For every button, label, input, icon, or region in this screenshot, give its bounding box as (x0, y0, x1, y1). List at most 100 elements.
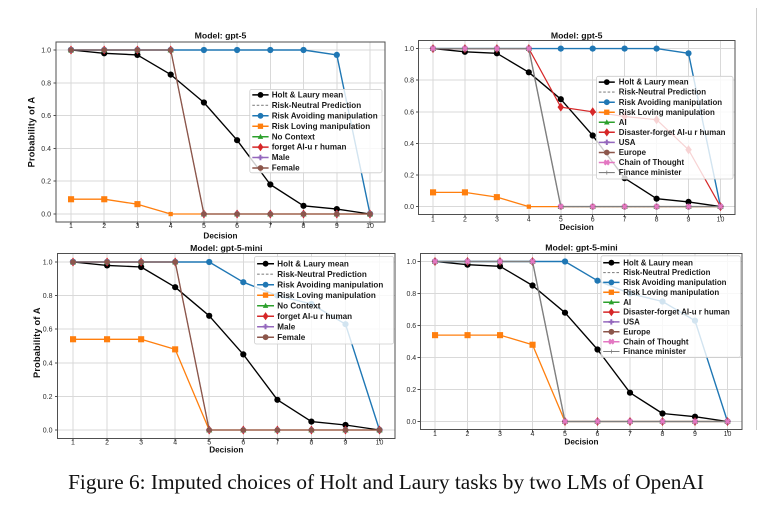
svg-text:Probability of A: Probability of A (32, 307, 42, 378)
svg-text:Disaster-forget AI-u r human: Disaster-forget AI-u r human (623, 308, 730, 317)
svg-text:7: 7 (628, 431, 632, 438)
svg-text:4: 4 (173, 440, 177, 447)
svg-text:2: 2 (463, 216, 467, 223)
svg-text:10: 10 (717, 216, 725, 223)
svg-text:Chain of Thought: Chain of Thought (623, 337, 689, 346)
svg-text:1: 1 (433, 431, 437, 438)
svg-text:Holt & Laury mean: Holt & Laury mean (272, 91, 344, 100)
svg-text:Finance minister: Finance minister (619, 168, 682, 177)
svg-text:Finance minister: Finance minister (623, 347, 686, 356)
svg-text:5: 5 (207, 440, 211, 447)
svg-text:6: 6 (591, 216, 595, 223)
svg-text:1: 1 (431, 216, 435, 223)
svg-text:5: 5 (563, 431, 567, 438)
svg-text:Chain of Thought: Chain of Thought (619, 158, 685, 167)
svg-text:1: 1 (69, 223, 73, 230)
svg-text:Male: Male (277, 322, 295, 331)
svg-text:0.2: 0.2 (43, 394, 53, 401)
svg-text:3: 3 (498, 431, 502, 438)
svg-text:8: 8 (655, 216, 659, 223)
svg-text:0.6: 0.6 (406, 323, 416, 330)
svg-text:Decision: Decision (560, 223, 594, 232)
svg-text:6: 6 (596, 431, 600, 438)
svg-text:Risk Avoiding manipulation: Risk Avoiding manipulation (272, 111, 378, 120)
svg-text:5: 5 (202, 223, 206, 230)
svg-text:Decision: Decision (209, 446, 243, 455)
svg-text:0.6: 0.6 (41, 113, 51, 120)
svg-text:Risk Loving manipulation: Risk Loving manipulation (623, 288, 719, 297)
svg-text:8: 8 (661, 431, 665, 438)
svg-text:Disaster-forget AI-u r human: Disaster-forget AI-u r human (619, 128, 726, 137)
svg-text:Figure 6: Imputed choices of H: Figure 6: Imputed choices of Holt and La… (68, 470, 704, 494)
svg-text:10: 10 (376, 440, 384, 447)
svg-text:9: 9 (344, 440, 348, 447)
svg-text:10: 10 (366, 223, 374, 230)
svg-text:1.0: 1.0 (43, 260, 53, 267)
svg-text:USA: USA (619, 138, 636, 147)
svg-text:1.0: 1.0 (404, 46, 414, 53)
svg-text:Probability of A: Probability of A (26, 96, 36, 167)
svg-text:2: 2 (466, 431, 470, 438)
svg-text:6: 6 (241, 440, 245, 447)
svg-text:Europe: Europe (623, 327, 651, 336)
svg-text:0.2: 0.2 (41, 179, 51, 186)
svg-text:Europe: Europe (619, 148, 647, 157)
svg-text:9: 9 (335, 223, 339, 230)
svg-text:USA: USA (623, 318, 640, 327)
svg-text:10: 10 (724, 431, 732, 438)
svg-text:Model: gpt-5-mini: Model: gpt-5-mini (190, 243, 262, 253)
svg-text:Risk-Neutral Prediction: Risk-Neutral Prediction (277, 270, 367, 279)
svg-text:8: 8 (309, 440, 313, 447)
svg-text:Decision: Decision (564, 437, 598, 446)
svg-text:0.6: 0.6 (404, 109, 414, 116)
svg-text:AI: AI (619, 118, 627, 127)
svg-text:Risk Avoiding manipulation: Risk Avoiding manipulation (623, 278, 726, 287)
svg-text:Risk-Neutral Prediction: Risk-Neutral Prediction (272, 101, 362, 110)
svg-text:3: 3 (139, 440, 143, 447)
svg-text:2: 2 (102, 223, 106, 230)
svg-text:0.6: 0.6 (43, 327, 53, 334)
svg-text:0.0: 0.0 (406, 419, 416, 426)
svg-text:0.0: 0.0 (41, 212, 51, 219)
svg-text:9: 9 (687, 216, 691, 223)
svg-text:Model: gpt-5-mini: Model: gpt-5-mini (545, 242, 617, 252)
svg-text:9: 9 (693, 431, 697, 438)
svg-text:6: 6 (235, 223, 239, 230)
svg-text:0.0: 0.0 (43, 428, 53, 435)
svg-text:Risk Avoiding manipulation: Risk Avoiding manipulation (619, 98, 722, 107)
svg-text:Female: Female (277, 333, 305, 342)
svg-text:0.8: 0.8 (41, 80, 51, 87)
svg-text:Risk Avoiding manipulation: Risk Avoiding manipulation (277, 280, 383, 289)
svg-text:8: 8 (302, 223, 306, 230)
svg-text:Holt & Laury mean: Holt & Laury mean (277, 259, 349, 268)
svg-text:2: 2 (105, 440, 109, 447)
svg-text:0.4: 0.4 (404, 141, 414, 148)
svg-text:0.4: 0.4 (41, 146, 51, 153)
svg-text:7: 7 (268, 223, 272, 230)
svg-text:7: 7 (275, 440, 279, 447)
svg-text:Risk-Neutral Prediction: Risk-Neutral Prediction (619, 88, 706, 97)
svg-text:1.0: 1.0 (406, 259, 416, 266)
svg-text:1.0: 1.0 (41, 48, 51, 55)
svg-text:4: 4 (531, 431, 535, 438)
svg-text:1: 1 (71, 440, 75, 447)
svg-text:No Context: No Context (272, 132, 315, 141)
svg-text:Holt & Laury mean: Holt & Laury mean (619, 78, 689, 87)
svg-text:Risk Loving manipulation: Risk Loving manipulation (277, 291, 376, 300)
svg-text:AI: AI (623, 298, 631, 307)
svg-text:0.0: 0.0 (404, 204, 414, 211)
svg-text:0.4: 0.4 (406, 355, 416, 362)
svg-text:Female: Female (272, 164, 300, 173)
svg-text:0.2: 0.2 (404, 173, 414, 180)
svg-text:5: 5 (559, 216, 563, 223)
svg-text:No Context: No Context (277, 301, 320, 310)
svg-text:3: 3 (495, 216, 499, 223)
svg-text:forget AI-u r human: forget AI-u r human (272, 143, 347, 152)
svg-text:7: 7 (623, 216, 627, 223)
svg-text:Risk Loving manipulation: Risk Loving manipulation (272, 122, 371, 131)
svg-text:0.4: 0.4 (43, 360, 53, 367)
svg-text:0.8: 0.8 (404, 78, 414, 85)
svg-text:Model: gpt-5: Model: gpt-5 (551, 30, 603, 40)
svg-text:0.8: 0.8 (406, 291, 416, 298)
svg-text:3: 3 (135, 223, 139, 230)
